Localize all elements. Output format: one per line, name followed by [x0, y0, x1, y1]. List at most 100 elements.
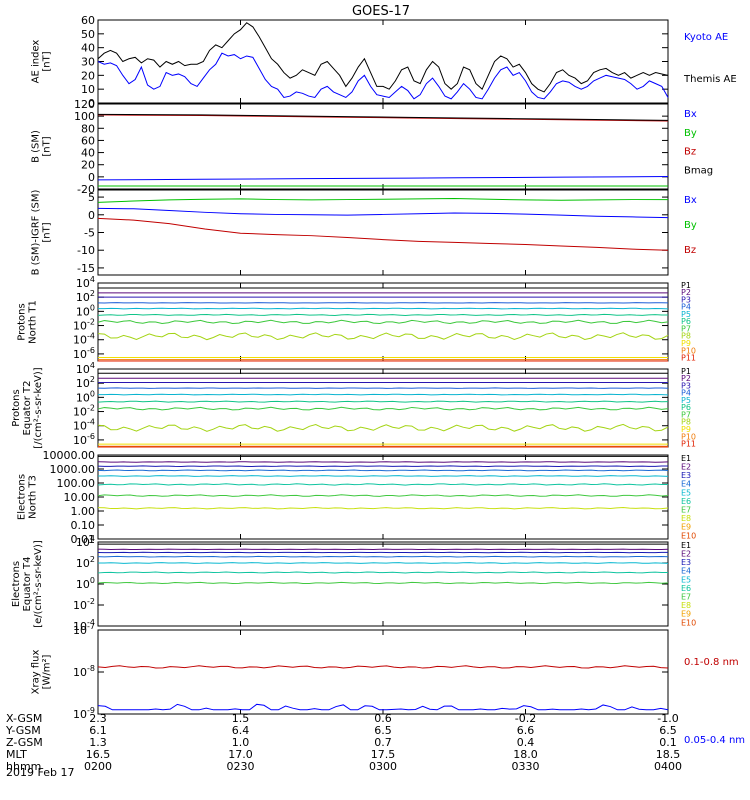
ylabel-line: [/(cm²-s-sr-keV)]	[33, 367, 44, 448]
series-xray-0	[97, 665, 669, 669]
ytick-label: 50	[81, 28, 95, 41]
ytick-base: 10	[73, 599, 87, 612]
ylabel-line: Electrons	[11, 561, 22, 607]
ytick-label: 0	[88, 209, 95, 222]
channel-line-e8	[97, 507, 669, 510]
ytick-exp: 2	[90, 375, 95, 384]
channel-label-p6: P6	[681, 317, 691, 326]
ytick-label: -15	[77, 262, 95, 275]
channel-line-e7	[97, 581, 669, 584]
ytick-label: 10-8	[73, 664, 95, 679]
footer-value: 0.1	[659, 736, 677, 749]
channel-line-e3	[97, 465, 669, 467]
channel-line-p5	[97, 393, 669, 396]
channel-label-e9: E9	[681, 523, 691, 532]
ytick-base: 10	[76, 578, 90, 591]
footer-value: 16.5	[86, 748, 111, 761]
panel-pe: Protons Equator T2 [/(cm²-s-sr-keV)] 104102…	[11, 361, 696, 449]
ytick-label: 40	[81, 42, 95, 55]
legend-bx: Bx	[684, 195, 697, 206]
channel-line-e2	[97, 461, 669, 463]
ytick-label: 40	[81, 147, 95, 160]
channel-label-p2: P2	[681, 374, 691, 383]
ytick-exp: 0	[90, 576, 95, 585]
series-bmag	[97, 113, 669, 121]
series-bz	[97, 217, 669, 251]
channel-label-p5: P5	[681, 310, 691, 319]
ytick-label: 1.00	[71, 505, 96, 518]
ytick-label: 10-4	[73, 418, 95, 433]
footer-value: 0300	[369, 760, 397, 773]
legend-by: By	[684, 220, 697, 231]
ytick-base: 10	[76, 377, 90, 390]
ylabel-line: Protons	[11, 389, 22, 426]
figure-title: GOES-17	[352, 4, 410, 19]
panel-frame	[97, 189, 669, 276]
footer-value: 1.3	[89, 736, 107, 749]
footer-value: 6.1	[89, 724, 107, 737]
ytick-base: 10	[73, 624, 87, 637]
channel-label-p10: P10	[681, 432, 696, 441]
ytick-base: 10	[76, 305, 90, 318]
ytick-exp: -2	[87, 318, 95, 327]
channel-line-p8	[97, 332, 669, 341]
channel-label-p7: P7	[681, 410, 691, 419]
channel-label-p9: P9	[681, 425, 691, 434]
ytick-exp: -7	[87, 622, 95, 631]
channel-label-e4: E4	[681, 480, 691, 489]
series-bx	[97, 176, 669, 181]
channel-line-e5	[97, 562, 669, 564]
ytick-label: 20	[81, 159, 95, 172]
ytick-label: 30	[81, 56, 95, 69]
legend-by: By	[684, 128, 697, 139]
channel-label-p1: P1	[681, 367, 691, 376]
ytick-label: 100	[76, 389, 95, 404]
ylabel-line: Xray flux	[31, 650, 42, 695]
ytick-label: 20	[81, 69, 95, 82]
panel-en: Electrons North T310000.001000.00100.0010…	[17, 449, 697, 546]
ytick-base: 10	[73, 406, 87, 419]
legend-bz: Bz	[684, 245, 696, 256]
ytick-exp: -2	[87, 597, 95, 606]
footer-value: 2.3	[89, 712, 107, 725]
ytick-label: -5	[84, 227, 95, 240]
footer-value: 0.4	[517, 736, 535, 749]
legend-bz: Bz	[684, 147, 696, 158]
ytick-base: 10	[73, 434, 87, 447]
footer-value: 6.5	[659, 724, 677, 737]
ytick-exp: -4	[87, 618, 95, 627]
series-themis-ae	[97, 22, 669, 93]
channel-label-e6: E6	[681, 584, 691, 593]
channel-label-p4: P4	[681, 303, 691, 312]
ytick-exp: 2	[90, 555, 95, 564]
panel-frame	[97, 629, 669, 715]
ytick-label: 104	[76, 275, 95, 290]
ytick-label: 0.01	[71, 533, 96, 546]
channel-label-p3: P3	[681, 381, 691, 390]
channel-label-e7: E7	[681, 592, 691, 601]
footer-value: 0.7	[374, 736, 392, 749]
ytick-label: 80	[81, 122, 95, 135]
series-kyoto-ae	[97, 52, 669, 100]
legend-bmag: Bmag	[684, 165, 713, 176]
ytick-label: 100.00	[57, 477, 96, 490]
ytick-label: 1000.00	[50, 463, 96, 476]
series-bx	[97, 207, 669, 219]
ytick-exp: 4	[90, 361, 95, 370]
ytick-base: 10	[76, 536, 90, 549]
ytick-base: 10	[76, 557, 90, 570]
channel-label-p11: P11	[681, 440, 696, 449]
channel-label-e3: E3	[681, 471, 691, 480]
footer-value: 1.5	[232, 712, 250, 725]
channel-label-e7: E7	[681, 505, 691, 514]
channel-label-p8: P8	[681, 418, 691, 427]
channel-label-e9: E9	[681, 610, 691, 619]
ytick-label: 0.10	[71, 519, 96, 532]
footer-value: 0200	[84, 760, 112, 773]
channel-label-e8: E8	[681, 514, 691, 523]
ytick-label: 102	[76, 289, 95, 304]
channel-line-e7	[97, 494, 669, 497]
